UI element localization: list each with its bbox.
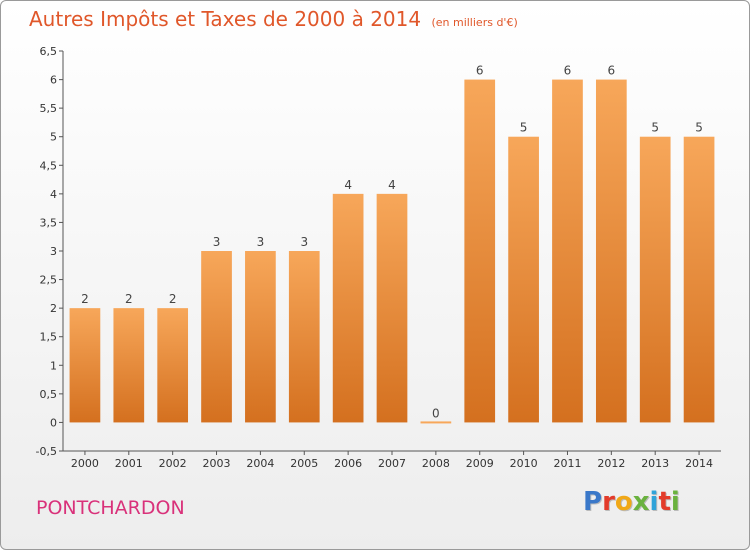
bar	[157, 308, 189, 423]
data-label: 5	[695, 121, 703, 135]
data-label: 3	[213, 235, 221, 249]
chart-title: Autres Impôts et Taxes de 2000 à 2014 (e…	[29, 7, 518, 31]
y-tick-label: 1,5	[40, 331, 58, 344]
proxiti-logo: Proxiti	[583, 487, 680, 517]
data-label: 5	[520, 121, 528, 135]
axes: -0,5 0 0,5 1 1,5 2 2,5 3 3,5 4 4,5 5 5,5 6 6,5 2000 2001…	[36, 45, 721, 470]
y-tick-label: 6	[50, 74, 57, 87]
y-tick-label: 3,5	[40, 216, 58, 229]
y-tick-label: 2	[50, 302, 57, 315]
data-label: 0	[432, 406, 440, 420]
logo-letter: i	[649, 487, 659, 517]
y-tick-label: 6,5	[40, 45, 58, 58]
bar	[332, 193, 364, 423]
y-tick-label: 1	[50, 359, 57, 372]
logo-letter: o	[614, 487, 633, 517]
x-tick-label: 2014	[685, 457, 713, 470]
data-label: 2	[169, 292, 177, 306]
x-tick-label: 2012	[597, 457, 625, 470]
y-tick-label: 4	[50, 188, 57, 201]
y-tick-label: 2,5	[40, 274, 58, 287]
bar	[508, 136, 539, 423]
bar	[552, 79, 583, 423]
bar	[201, 251, 232, 423]
logo-letter: t	[658, 487, 671, 517]
x-tick-label: 2003	[203, 457, 231, 470]
data-label: 2	[81, 292, 89, 306]
x-tick-label: 2000	[71, 457, 99, 470]
x-tick-label: 2004	[246, 457, 274, 470]
x-tick-label: 2008	[422, 457, 450, 470]
y-tick-label: 0,5	[40, 388, 58, 401]
town-name: PONTCHARDON	[36, 497, 185, 519]
data-label: 3	[300, 235, 308, 249]
x-tick-label: 2005	[290, 457, 318, 470]
x-tick-label: 2007	[378, 457, 406, 470]
data-label: 6	[476, 64, 484, 78]
chart-unit: (en milliers d'€)	[431, 16, 518, 29]
x-tick-label: 2010	[510, 457, 538, 470]
logo-letter: r	[602, 487, 615, 517]
data-label: 3	[257, 235, 265, 249]
y-tick-label: 4,5	[40, 159, 58, 172]
x-tick-label: 2002	[159, 457, 187, 470]
bar	[113, 308, 145, 423]
bar	[595, 79, 627, 423]
bar	[376, 193, 408, 423]
logo-letter: i	[670, 487, 680, 517]
x-tick-label: 2006	[334, 457, 362, 470]
data-label: 2	[125, 292, 133, 306]
logo-letter: P	[583, 487, 603, 517]
bar	[420, 421, 452, 424]
data-label: 4	[388, 178, 396, 192]
bar	[69, 308, 101, 423]
x-tick-label: 2009	[466, 457, 494, 470]
logo-letter: x	[632, 487, 650, 517]
data-label: 6	[608, 64, 616, 78]
bar	[288, 251, 320, 423]
x-tick-label: 2013	[641, 457, 669, 470]
x-tick-label: 2001	[115, 457, 143, 470]
bar	[464, 79, 496, 423]
y-tick-label: -0,5	[36, 445, 57, 458]
data-label: 4	[344, 178, 352, 192]
y-tick-label: 3	[50, 245, 57, 258]
y-tick-label: 5	[50, 131, 57, 144]
bar	[639, 136, 671, 423]
data-label: 6	[564, 64, 572, 78]
bar	[245, 251, 276, 423]
bar	[683, 136, 715, 423]
y-tick-label: 5,5	[40, 102, 58, 115]
x-tick-label: 2011	[553, 457, 581, 470]
y-tick-label: 0	[50, 416, 57, 429]
bars: 2 2 2 3 3 3 4 4 0 6 5 6 6 5 5	[69, 64, 715, 424]
data-label: 5	[651, 121, 659, 135]
